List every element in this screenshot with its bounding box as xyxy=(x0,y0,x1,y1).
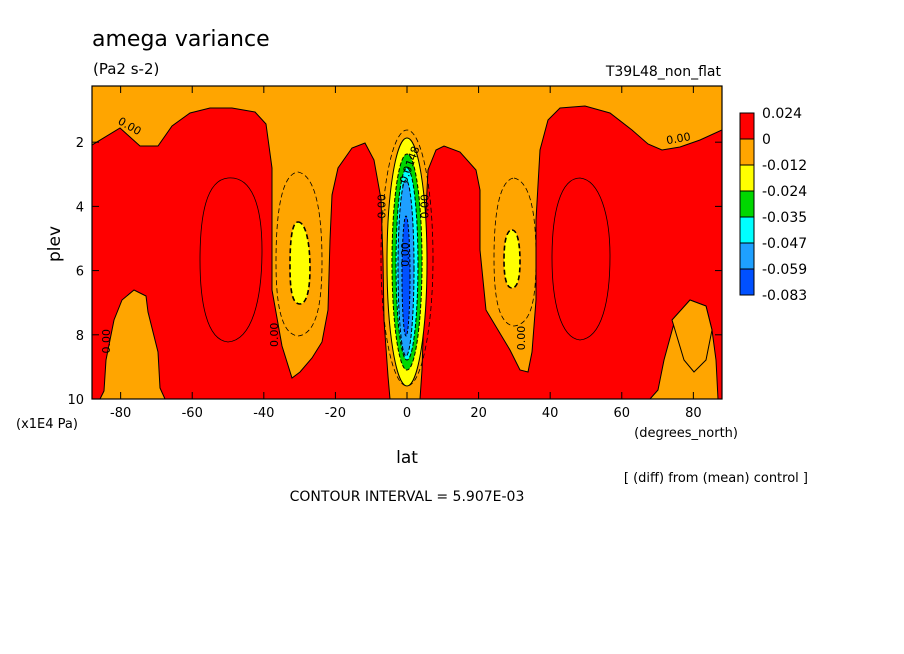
chart-units: (Pa2 s-2) xyxy=(93,60,159,78)
dashed-contour-south xyxy=(275,171,323,337)
contour-label: 0.00 xyxy=(515,326,528,351)
orange-patch-north xyxy=(671,299,713,373)
colorbar-swatch xyxy=(739,164,755,192)
y-axis: 2 4 6 8 10 xyxy=(67,136,722,408)
run-label: T39L48_non_flat xyxy=(605,64,722,80)
colorbar-swatch xyxy=(739,242,755,270)
colorbar-swatch xyxy=(739,190,755,218)
colorbar-label: -0.047 xyxy=(762,236,807,252)
colorbar-label: -0.012 xyxy=(762,158,807,174)
colorbar-swatch xyxy=(739,138,755,166)
colorbar-label: 0.024 xyxy=(762,106,802,122)
colorbar-label: -0.083 xyxy=(762,288,807,304)
x-tick-label: -60 xyxy=(182,406,203,421)
contour-label: 0.00 xyxy=(268,323,281,348)
contour-label: 0.00 xyxy=(100,329,113,354)
yellow-blob-north xyxy=(503,229,521,289)
plot-area: 0.000.000.00 0.00 0.000.00 0.000.00-0.0148 xyxy=(92,86,722,399)
colorbar-label: -0.024 xyxy=(762,184,807,200)
colorbar-label: 0 xyxy=(762,132,771,148)
dashed-contour-eq-outer xyxy=(380,129,434,387)
y-axis-label: plev xyxy=(45,226,65,262)
contour-label: 0.00 xyxy=(399,242,412,266)
eq-blue xyxy=(401,215,411,337)
contour-loop-south xyxy=(199,177,263,343)
x-tick-label: -40 xyxy=(253,406,274,421)
y-tick-label: 6 xyxy=(76,265,84,280)
x-tick-label: 20 xyxy=(470,406,487,421)
yellow-blob-south xyxy=(289,221,311,305)
chart-title: amega variance xyxy=(92,27,270,52)
y-units: (x1E4 Pa) xyxy=(16,417,78,432)
x-axis-label: lat xyxy=(396,448,418,468)
y-tick-label: 4 xyxy=(76,200,84,215)
footnote: [ (diff) from (mean) control ] xyxy=(624,471,808,486)
x-axis: -80 -60 -40 -20 0 20 40 60 80 xyxy=(110,86,702,421)
colorbar-swatch xyxy=(739,268,755,296)
x-tick-label: -20 xyxy=(325,406,346,421)
contour-loop-north xyxy=(551,177,611,341)
x-tick-label: 80 xyxy=(685,406,702,421)
x-tick-label: -80 xyxy=(110,406,131,421)
y-tick-label: 10 xyxy=(67,393,84,408)
y-tick-label: 8 xyxy=(76,329,84,344)
y-tick-label: 2 xyxy=(76,136,84,151)
colorbar: 0.024 0 -0.012 -0.024 -0.035 -0.047 -0.059 -0.0… xyxy=(739,106,807,304)
contour-label: 0.00 xyxy=(376,194,389,219)
x-tick-label: 60 xyxy=(613,406,630,421)
x-tick-label: 40 xyxy=(542,406,559,421)
colorbar-swatch xyxy=(739,112,755,140)
contour-interval: CONTOUR INTERVAL = 5.907E-03 xyxy=(290,489,525,505)
x-tick-label: 0 xyxy=(403,406,411,421)
contour-label: 0.00 xyxy=(418,194,431,219)
colorbar-label: -0.035 xyxy=(762,210,807,226)
red-region-south xyxy=(92,86,391,399)
colorbar-swatch xyxy=(739,216,755,244)
contour-label: 0.00 xyxy=(665,130,691,147)
dashed-contour-north xyxy=(493,177,537,327)
colorbar-label: -0.059 xyxy=(762,262,807,278)
x-units: (degrees_north) xyxy=(634,426,738,441)
